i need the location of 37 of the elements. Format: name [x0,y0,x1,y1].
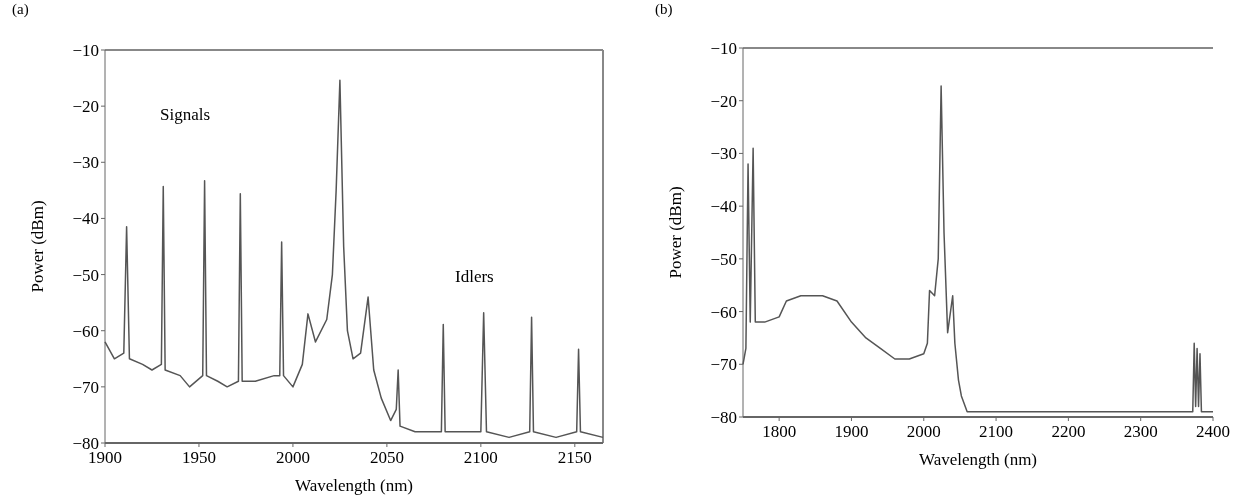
chart-title: (b) [655,1,673,18]
y-tick-label: −40 [710,197,737,217]
y-tick-label: −50 [710,249,737,269]
y-tick-label: −50 [72,265,99,285]
x-tick-label: 2050 [369,448,404,467]
y-tick-label: −10 [72,40,99,60]
y-tick-label: −30 [710,144,737,164]
x-axis-title: Wavelength (nm) [294,476,414,495]
x-tick-label: 2150 [557,448,592,467]
y-axis-title: Power (dBm) [666,186,685,279]
y-tick-label: −40 [72,209,99,229]
y-tick-label: −20 [710,91,737,111]
x-tick-label: 2200 [1051,422,1086,441]
y-tick-label: −70 [710,355,737,375]
y-tick-label: −70 [72,377,99,397]
line-series [742,85,1214,413]
y-tick-label: −60 [72,321,99,341]
x-tick-label: 1800 [762,422,797,441]
x-tick-label: 2100 [463,448,498,467]
y-tick-label: −60 [710,302,737,322]
line-series [104,79,604,439]
x-tick-label: 1950 [181,448,216,467]
x-tick-label: 1900 [834,422,869,441]
annotation: Idlers [455,267,494,286]
y-tick-label: −30 [72,153,99,173]
y-tick-label: −10 [710,38,737,58]
chart-title: (a) [12,1,29,18]
y-tick-label: −20 [72,97,99,117]
y-axis-title: Power (dBm) [28,200,47,293]
x-tick-label: 2100 [979,422,1014,441]
annotation: Signals [160,105,211,124]
y-tick-label: −80 [710,407,737,427]
x-tick-label: 2000 [906,422,941,441]
x-tick-label: 2000 [275,448,310,467]
x-tick-label: 2400 [1196,422,1230,441]
x-tick-label: 2300 [1123,422,1158,441]
x-axis-title: Wavelength (nm) [918,450,1038,469]
